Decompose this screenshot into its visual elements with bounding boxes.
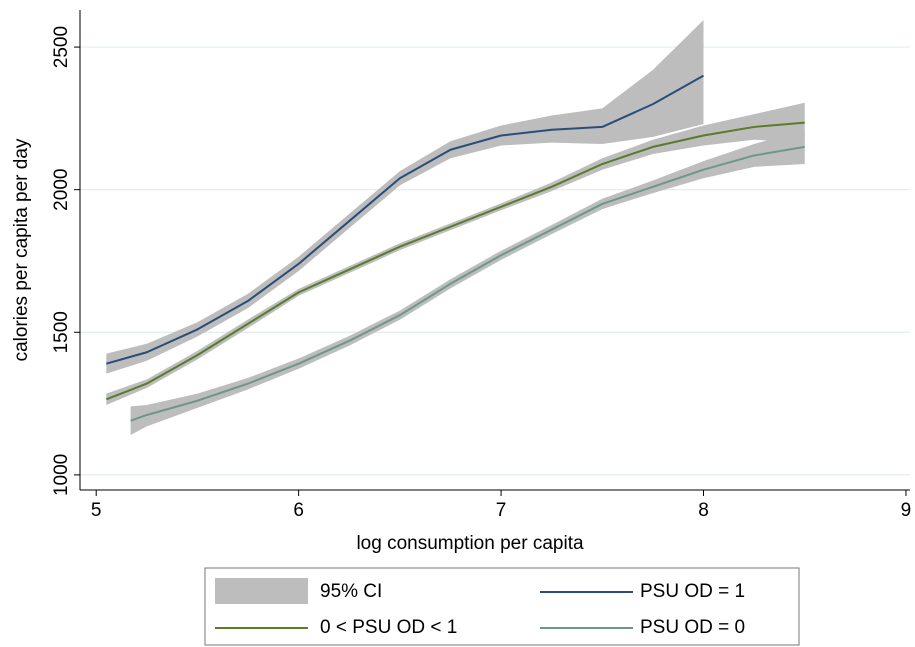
y-axis-label: calories per capita per day — [11, 138, 32, 361]
series-line — [105, 121, 805, 401]
legend-label: 95% CI — [320, 581, 382, 602]
series-line — [130, 145, 805, 422]
ci-band — [106, 19, 704, 374]
legend-label: PSU OD = 1 — [640, 581, 745, 602]
ci-band — [130, 129, 805, 435]
x-tick-label: 9 — [901, 500, 912, 521]
y-tick-label: 2500 — [51, 26, 72, 68]
y-tick-label: 2000 — [51, 169, 72, 211]
legend-swatch — [215, 578, 308, 604]
x-tick-label: 8 — [698, 500, 709, 521]
ci-band — [106, 102, 805, 406]
x-axis-label: log consumption per capita — [356, 533, 584, 554]
x-tick-label: 7 — [496, 500, 507, 521]
y-tick-label: 1500 — [51, 311, 72, 353]
series-line — [106, 74, 705, 365]
x-tick-label: 5 — [91, 500, 102, 521]
legend-label: 0 < PSU OD < 1 — [320, 617, 457, 638]
y-tick-label: 1000 — [51, 454, 72, 496]
legend-label: PSU OD = 0 — [640, 617, 745, 638]
x-tick-label: 6 — [293, 500, 304, 521]
